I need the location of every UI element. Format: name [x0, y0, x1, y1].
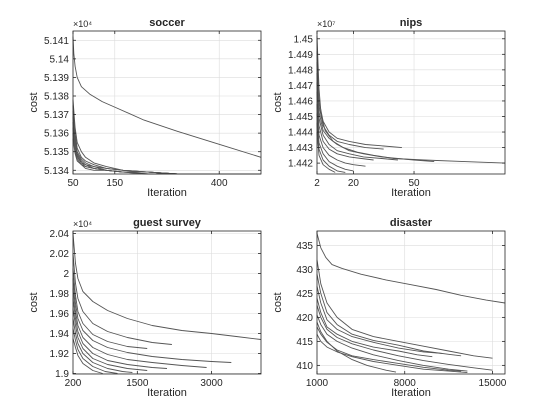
y-multiplier-label: ×10⁴	[73, 19, 92, 29]
series-line-4	[316, 72, 435, 163]
chart-soccer: 50 150 400 5.134 5.135 5.136 5.137 5.138 5.139 5.…	[28, 17, 262, 199]
series-line-5	[316, 82, 398, 161]
x-tick-label: 1000	[306, 378, 329, 389]
y-tick-label: 5.136	[44, 129, 69, 140]
series-line-4	[316, 286, 443, 354]
chart-title: soccer	[149, 17, 185, 29]
y-tick-label: 1.92	[50, 349, 70, 360]
y-tick-label: 1.446	[288, 96, 313, 107]
series-line-10	[316, 333, 468, 374]
y-tick-label: 1.445	[288, 112, 313, 123]
plot-area	[73, 31, 261, 174]
y-tick-label: 1.98	[50, 289, 70, 300]
series-line-2	[316, 259, 493, 359]
y-tick-label: 420	[296, 313, 313, 324]
chart-title: nips	[400, 17, 423, 29]
y-tick-label: 5.14	[50, 54, 70, 65]
y-tick-label: 430	[296, 265, 313, 276]
y-tick-label: 1.442	[288, 159, 313, 170]
y-tick-label: 1.45	[294, 34, 314, 45]
axes-frame	[316, 230, 506, 375]
y-tick-label: 435	[296, 241, 313, 252]
axes-frame	[72, 30, 262, 175]
series-line-3	[316, 62, 384, 150]
series-line-8	[72, 318, 133, 373]
series-line-5	[72, 288, 207, 368]
y-tick-label: 5.139	[44, 73, 69, 84]
chart-disaster: 1000 8000 15000 410 415 420 425 430 435 disaster I…	[272, 217, 507, 399]
series-line-7	[72, 308, 148, 371]
chart-guest-survey: 200 1500 3000 1.9 1.92 1.94 1.96 1.98 2 2.02 2.04×…	[28, 217, 262, 399]
series-line-8	[316, 113, 354, 172]
axes-frame	[72, 230, 262, 375]
plot-area	[317, 231, 505, 374]
y-tick-label: 1.449	[288, 50, 313, 61]
x-axis-label: Iteration	[391, 387, 431, 399]
y-tick-label: 415	[296, 337, 313, 348]
series-line-9	[72, 328, 118, 374]
series-line-1	[72, 36, 262, 158]
series-line-3	[72, 268, 148, 349]
x-tick-label: 200	[65, 378, 82, 389]
y-tick-label: 5.137	[44, 110, 69, 121]
y-tick-label: 2.04	[50, 229, 70, 240]
series-line-7	[316, 314, 468, 372]
plot-area	[73, 231, 261, 374]
series-line-5	[316, 298, 433, 358]
x-axis-label: Iteration	[147, 387, 187, 399]
series-line-6	[72, 298, 168, 369]
y-tick-label: 410	[296, 361, 313, 372]
y-tick-label: 1.448	[288, 65, 313, 76]
chart-title: disaster	[390, 217, 433, 229]
x-axis-label: Iteration	[147, 187, 187, 199]
x-tick-label: 400	[211, 178, 228, 189]
y-tick-label: 2.02	[50, 249, 70, 260]
series-line-7	[316, 104, 366, 167]
chart-title: guest survey	[133, 217, 202, 229]
y-multiplier-label: ×10⁴	[73, 219, 92, 229]
y-tick-label: 5.141	[44, 36, 69, 47]
x-axis-label: Iteration	[391, 187, 431, 199]
series-line-9	[316, 326, 462, 372]
y-tick-label: 2	[63, 269, 69, 280]
y-tick-label: 1.94	[50, 329, 70, 340]
axes-frame	[316, 30, 506, 175]
y-tick-label: 1.447	[288, 81, 313, 92]
series-line-6	[316, 305, 493, 371]
y-tick-label: 425	[296, 289, 313, 300]
y-tick-label: 1.443	[288, 143, 313, 154]
x-tick-label: 8000	[394, 378, 417, 389]
series-line-6	[316, 91, 374, 161]
y-axis-label: cost	[272, 292, 284, 312]
y-tick-label: 5.138	[44, 92, 69, 103]
x-tick-label: 2	[314, 178, 320, 189]
y-axis-label: cost	[272, 92, 284, 112]
y-axis-label: cost	[28, 292, 40, 312]
x-tick-label: 50	[408, 178, 420, 189]
series-line-8	[316, 322, 397, 373]
y-tick-label: 5.135	[44, 147, 69, 158]
y-tick-label: 1.9	[55, 369, 69, 380]
series-line-2	[72, 253, 172, 345]
x-tick-label: 3000	[200, 378, 223, 389]
x-tick-label: 15000	[479, 378, 507, 389]
series-line-9	[316, 122, 346, 173]
chart-nips: 2 20 50 1.442 1.443 1.444 1.445 1.446 1.447 1.448…	[272, 17, 506, 199]
x-tick-label: 20	[348, 178, 360, 189]
y-axis-label: cost	[28, 92, 40, 112]
x-tick-label: 150	[106, 178, 123, 189]
series-line-2	[316, 51, 402, 149]
series-line-10	[72, 338, 103, 374]
y-multiplier-label: ×10⁷	[317, 19, 336, 29]
series-line-1	[72, 233, 262, 340]
y-tick-label: 5.134	[44, 166, 69, 177]
y-tick-label: 1.96	[50, 309, 70, 320]
x-tick-label: 50	[67, 178, 79, 189]
x-tick-label: 1500	[126, 378, 149, 389]
series-line-1	[316, 233, 506, 304]
series-line-4	[72, 278, 232, 363]
y-tick-label: 1.444	[288, 128, 313, 139]
